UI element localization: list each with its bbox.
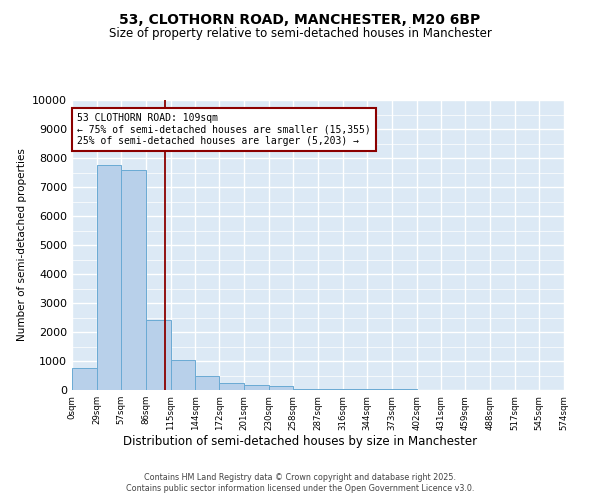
Bar — [170, 360, 196, 390]
Bar — [146, 320, 170, 390]
Y-axis label: Number of semi-detached properties: Number of semi-detached properties — [17, 148, 26, 342]
Text: 53, CLOTHORN ROAD, MANCHESTER, M20 6BP: 53, CLOTHORN ROAD, MANCHESTER, M20 6BP — [119, 12, 481, 26]
Bar — [196, 376, 220, 390]
Text: 53 CLOTHORN ROAD: 109sqm
← 75% of semi-detached houses are smaller (15,355)
25% : 53 CLOTHORN ROAD: 109sqm ← 75% of semi-d… — [77, 113, 371, 146]
Text: Distribution of semi-detached houses by size in Manchester: Distribution of semi-detached houses by … — [123, 435, 477, 448]
Bar — [269, 386, 293, 390]
Bar — [72, 368, 97, 390]
Bar — [318, 388, 343, 390]
Bar — [220, 384, 244, 390]
Bar — [293, 388, 318, 390]
Bar — [97, 165, 121, 390]
Text: Size of property relative to semi-detached houses in Manchester: Size of property relative to semi-detach… — [109, 28, 491, 40]
Bar — [121, 170, 146, 390]
Text: Contains public sector information licensed under the Open Government Licence v3: Contains public sector information licen… — [126, 484, 474, 493]
Bar — [244, 385, 269, 390]
Text: Contains HM Land Registry data © Crown copyright and database right 2025.: Contains HM Land Registry data © Crown c… — [144, 472, 456, 482]
Bar — [343, 389, 367, 390]
Bar — [367, 389, 392, 390]
